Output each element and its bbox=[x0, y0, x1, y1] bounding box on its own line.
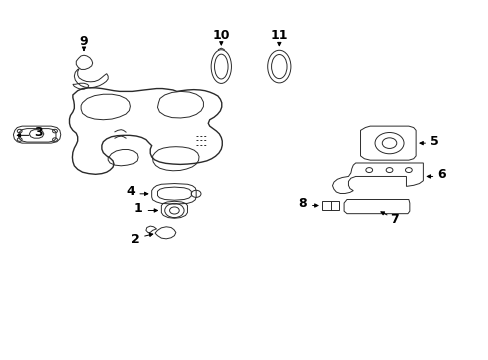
Text: 3: 3 bbox=[34, 126, 42, 139]
Text: 8: 8 bbox=[298, 197, 306, 210]
Text: 9: 9 bbox=[80, 35, 88, 48]
Text: 2: 2 bbox=[131, 233, 140, 246]
Text: 1: 1 bbox=[134, 202, 142, 215]
Text: 5: 5 bbox=[429, 135, 438, 148]
Text: 7: 7 bbox=[389, 213, 398, 226]
Text: 10: 10 bbox=[212, 29, 229, 42]
Text: 4: 4 bbox=[126, 185, 135, 198]
Text: 11: 11 bbox=[270, 29, 287, 42]
Text: 6: 6 bbox=[437, 168, 445, 181]
